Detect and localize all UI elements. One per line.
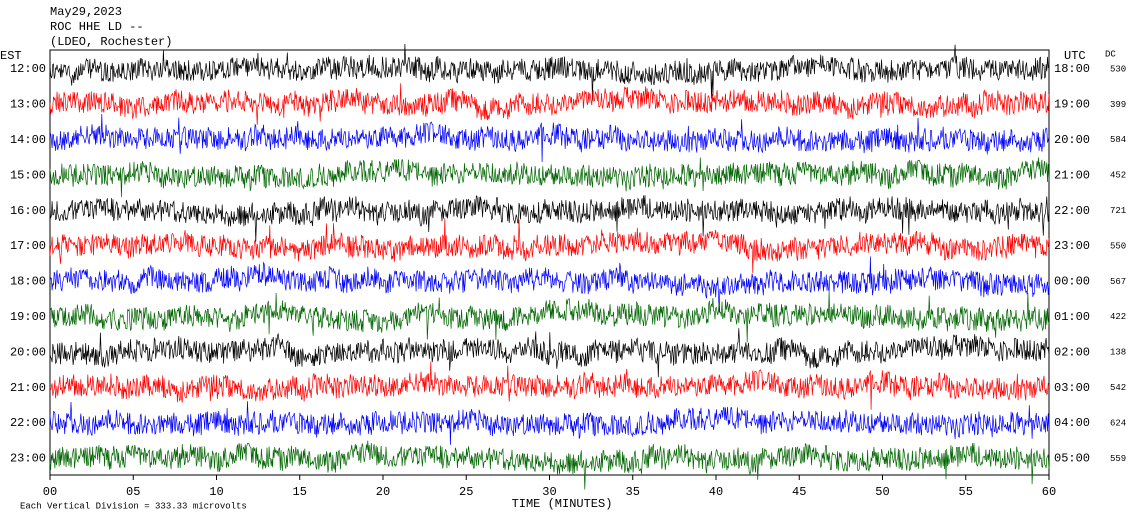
- dc-label: DC: [1105, 49, 1116, 59]
- dc-value: 559: [1110, 454, 1126, 464]
- trace: [49, 113, 1050, 163]
- trace: [49, 401, 1050, 445]
- utc-time: 20:00: [1054, 133, 1090, 147]
- dc-value: 721: [1110, 206, 1126, 216]
- utc-label: UTC: [1064, 49, 1086, 63]
- x-tick-label: 25: [459, 485, 473, 499]
- dc-value: 422: [1110, 312, 1126, 322]
- utc-time: 02:00: [1054, 345, 1090, 359]
- x-tick-label: 35: [626, 485, 640, 499]
- est-time: 18:00: [10, 275, 46, 289]
- dc-value: 399: [1110, 100, 1126, 110]
- x-axis-label: TIME (MINUTES): [512, 497, 613, 511]
- est-time: 13:00: [10, 98, 46, 112]
- x-tick-label: 10: [209, 485, 223, 499]
- x-tick-label: 15: [293, 485, 307, 499]
- est-time: 22:00: [10, 416, 46, 430]
- x-tick-label: 55: [959, 485, 973, 499]
- trace: [49, 440, 1050, 490]
- network: (LDEO, Rochester): [50, 35, 172, 49]
- trace: [49, 328, 1050, 378]
- x-tick-label: 60: [1042, 485, 1056, 499]
- utc-time: 19:00: [1054, 98, 1090, 112]
- est-time: 14:00: [10, 133, 46, 147]
- utc-time: 04:00: [1054, 416, 1090, 430]
- utc-time: 03:00: [1054, 381, 1090, 395]
- est-time: 16:00: [10, 204, 46, 218]
- trace: [49, 256, 1050, 313]
- est-time: 23:00: [10, 452, 46, 466]
- trace: [49, 361, 1050, 410]
- trace: [49, 218, 1050, 274]
- x-tick-label: 30: [542, 485, 556, 499]
- dc-value: 138: [1110, 348, 1126, 358]
- utc-time: 05:00: [1054, 452, 1090, 466]
- traces: [49, 43, 1050, 490]
- utc-time: 23:00: [1054, 239, 1090, 253]
- x-tick-label: 20: [376, 485, 390, 499]
- utc-time: 22:00: [1054, 204, 1090, 218]
- x-tick-label: 50: [875, 485, 889, 499]
- dc-value: 550: [1110, 241, 1126, 251]
- x-tick-label: 45: [792, 485, 806, 499]
- trace: [49, 83, 1050, 125]
- x-tick-label: 40: [709, 485, 723, 499]
- dc-value: 624: [1110, 418, 1126, 428]
- est-time: 19:00: [10, 310, 46, 324]
- trace: [49, 290, 1050, 343]
- est-time: 12:00: [10, 62, 46, 76]
- utc-time: 00:00: [1054, 275, 1090, 289]
- x-tick-label: 05: [126, 485, 140, 499]
- dc-value: 567: [1110, 277, 1126, 287]
- date: May29,2023: [50, 5, 122, 19]
- utc-time: 21:00: [1054, 168, 1090, 182]
- station: ROC HHE LD --: [50, 20, 144, 34]
- trace: [49, 157, 1050, 198]
- est-time: 20:00: [10, 345, 46, 359]
- est-time: 15:00: [10, 168, 46, 182]
- dc-value: 530: [1110, 64, 1126, 74]
- footer-note: Each Vertical Division = 333.33 microvol…: [20, 501, 247, 511]
- dc-value: 452: [1110, 171, 1126, 181]
- utc-time: 18:00: [1054, 62, 1090, 76]
- utc-time: 01:00: [1054, 310, 1090, 324]
- labels: 12:00 18:00 530 13:00 19:00 399 14:00 20:00 584 1…: [10, 62, 1126, 499]
- est-time: 21:00: [10, 381, 46, 395]
- trace: [49, 43, 1050, 101]
- dc-value: 542: [1110, 383, 1126, 393]
- x-tick-label: 00: [43, 485, 57, 499]
- trace: [49, 195, 1050, 242]
- dc-value: 584: [1110, 135, 1126, 145]
- est-time: 17:00: [10, 239, 46, 253]
- est-label: EST: [0, 49, 22, 63]
